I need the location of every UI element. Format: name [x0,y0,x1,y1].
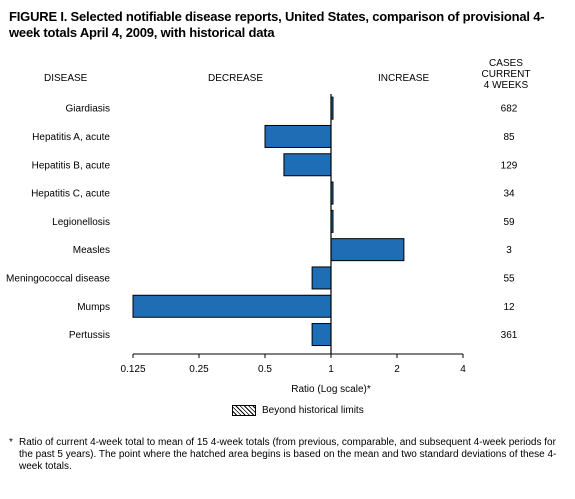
x-tick-label: 0.5 [258,364,272,375]
bar [311,323,332,347]
category-label: Pertussis [69,330,110,341]
bar [264,124,332,148]
cases-value: 129 [501,160,518,171]
footnote-text: Ratio of current 4-week total to mean of… [19,437,557,472]
footnote-mark: * [9,437,13,448]
category-label: Hepatitis C, acute [31,189,110,200]
bar [283,153,332,177]
category-label: Hepatitis A, acute [32,132,110,143]
legend-label: Beyond historical limits [262,405,364,416]
cases-value: 59 [503,217,515,228]
category-label: Legionellosis [52,217,110,228]
cases-value: 55 [503,273,515,284]
cases-header-line1: CASES CURRENT [481,58,531,80]
bar-chart: Giardiasis 682 Hepatitis A, acute 85 Hepatit… [6,94,518,395]
x-tick-label: 2 [394,364,400,375]
category-label: Hepatitis B, acute [32,160,111,171]
bar [132,294,332,318]
footnote: * Ratio of current 4-week total to mean … [9,437,569,473]
x-axis-label: Ratio (Log scale)* [291,384,371,395]
hatched-swatch-icon [232,405,256,416]
category-label: Mumps [77,302,110,313]
bar [311,266,332,290]
cases-value: 682 [501,104,518,115]
cases-header-line2: 4 WEEKS [483,80,529,91]
cases-value: 34 [503,189,515,200]
figure-title: FIGURE I. Selected notifiable disease re… [9,9,545,40]
increase-header: INCREASE [378,73,430,84]
bar [330,238,405,262]
x-tick-label: 1 [328,364,334,375]
category-label: Meningococcal disease [6,273,110,284]
cases-value: 3 [506,245,512,256]
category-label: Giardiasis [66,104,110,115]
decrease-header: DECREASE [208,73,264,84]
cases-value: 85 [503,132,515,143]
cases-value: 12 [503,302,515,313]
category-label: Measles [73,245,110,256]
cases-value: 361 [501,330,518,341]
x-tick-label: 0.125 [120,364,145,375]
x-tick-label: 4 [460,364,466,375]
cases-column-header: CASES CURRENT 4 WEEKS [466,58,546,91]
legend: Beyond historical limits [232,405,364,416]
x-tick-label: 0.25 [189,364,209,375]
disease-column-header: DISEASE [44,73,88,84]
